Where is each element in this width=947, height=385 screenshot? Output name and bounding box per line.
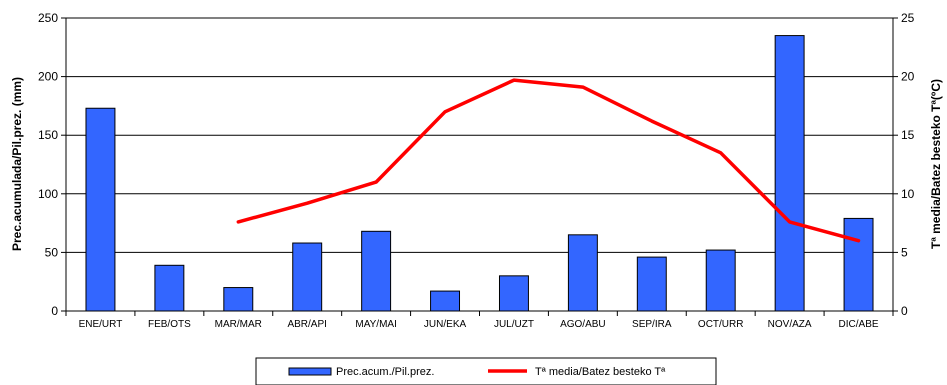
y-right-tick-label: 0 xyxy=(901,304,908,318)
precipitation-bar xyxy=(843,217,874,312)
y-right-tick-label: 5 xyxy=(901,245,908,259)
precipitation-bar xyxy=(361,230,392,312)
tick-labels: 0 50 100 150 200 250 0 5 10 15 20 25 ENE/URT FEB/OTS M… xyxy=(38,11,915,330)
x-tick-label: JUL/UZT xyxy=(494,319,534,330)
y-axis-right-title: Tª media/Batez besteko Tª(ºC) xyxy=(929,79,943,249)
y-left-tick-label: 0 xyxy=(51,304,58,318)
plot-frame xyxy=(65,17,894,312)
x-tick-label: SEP/IRA xyxy=(632,319,672,330)
y-left-tick-label: 50 xyxy=(45,245,59,259)
precipitation-bar xyxy=(498,275,529,312)
precipitation-bar xyxy=(154,264,185,312)
legend-box xyxy=(255,357,717,385)
precipitation-bar xyxy=(292,242,323,312)
precipitation-bar xyxy=(223,287,254,312)
x-tick-label: OCT/URR xyxy=(698,319,744,330)
y-left-tick-label: 250 xyxy=(38,11,58,25)
x-tick-label: FEB/OTS xyxy=(148,319,191,330)
precipitation-bar xyxy=(567,234,598,312)
axes xyxy=(61,17,898,316)
precipitation-bar xyxy=(430,290,461,312)
x-tick-label: MAR/MAR xyxy=(215,319,262,330)
y-left-tick-label: 100 xyxy=(38,187,58,201)
x-tick-label: ENE/URT xyxy=(79,319,123,330)
legend-bar-swatch xyxy=(288,367,332,376)
legend-bar-label: Prec.acum./Pil.prez. xyxy=(336,366,434,378)
gridlines xyxy=(66,17,893,253)
y-left-tick-label: 200 xyxy=(38,70,58,84)
precipitation-bar xyxy=(774,35,805,312)
precipitation-bars xyxy=(85,35,874,312)
precipitation-bar xyxy=(636,256,667,312)
y-axis-left-title: Prec.acumulada/Pil.prez. (mm) xyxy=(10,77,24,251)
legend-line-label: Tª media/Batez besteko Tª xyxy=(535,366,666,378)
x-tick-label: ABR/API xyxy=(287,319,326,330)
x-tick-label: MAY/MAI xyxy=(355,319,396,330)
temperature-line-group xyxy=(236,78,861,243)
temperature-line xyxy=(236,78,861,243)
x-tick-label: NOV/AZA xyxy=(768,319,812,330)
legend: Prec.acum./Pil.prez. Tª media/Batez best… xyxy=(255,357,717,385)
x-tick-label: JUN/EKA xyxy=(424,319,467,330)
y-right-tick-label: 20 xyxy=(901,70,915,84)
y-right-tick-label: 25 xyxy=(901,11,915,25)
y-right-tick-label: 10 xyxy=(901,187,915,201)
y-right-tick-label: 15 xyxy=(901,128,915,142)
x-tick-label: AGO/ABU xyxy=(560,319,606,330)
x-tick-label: DIC/ABE xyxy=(839,319,879,330)
precipitation-bar xyxy=(705,249,736,312)
y-left-tick-label: 150 xyxy=(38,128,58,142)
precipitation-bar xyxy=(85,107,116,312)
